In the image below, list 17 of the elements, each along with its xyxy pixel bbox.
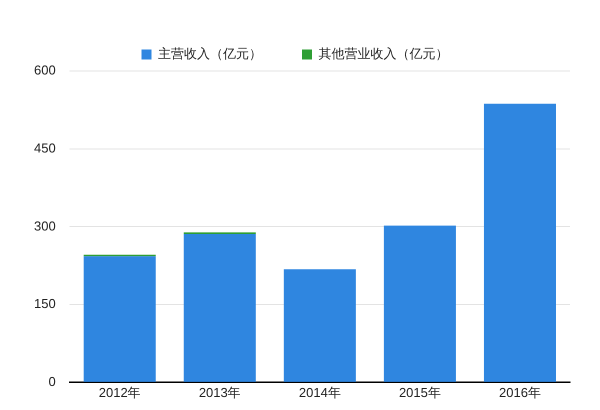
x-tick-label: 2016年 [499,384,541,400]
y-tick-label: 450 [34,140,56,156]
y-tick-label: 0 [48,374,56,389]
y-tick-label: 600 [34,62,56,78]
bar [84,256,156,382]
bar [284,269,356,382]
y-tick-label: 150 [34,296,56,312]
x-tick-label: 2013年 [198,384,241,400]
x-tick-label: 2015年 [398,384,441,400]
x-tick-label: 2014年 [298,384,341,400]
legend-label: 主营收入（亿元） [158,46,262,62]
bar [384,226,456,382]
y-tick-label: 300 [34,218,56,234]
bar [484,104,556,382]
bar [184,234,256,382]
legend-label: 其他营业收入（亿元） [318,46,448,62]
x-tick-label: 2012年 [98,384,141,400]
